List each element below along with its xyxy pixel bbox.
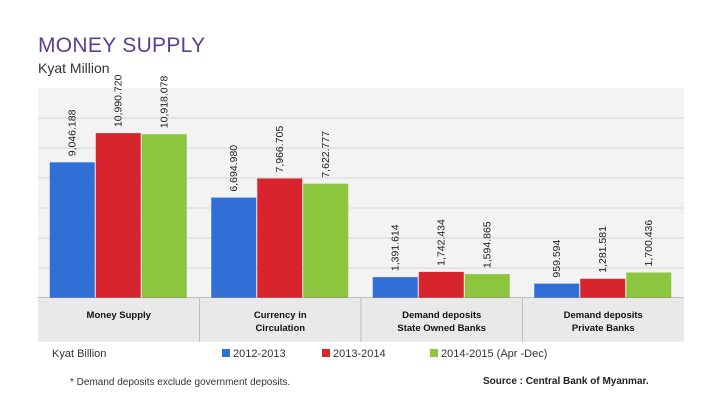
legend-swatch <box>222 349 230 357</box>
data-label: 1,700.436 <box>643 220 655 267</box>
bar <box>464 274 510 298</box>
bar <box>49 162 95 298</box>
legend-swatch <box>430 349 438 357</box>
value-labels: 9,046.188 10,990.720 10,918.078 6,694.980 7,… <box>67 74 656 277</box>
footnote: * Demand deposits exclude government dep… <box>70 377 291 388</box>
legend-label: 2012-2013 <box>233 348 286 360</box>
category-label: Circulation <box>255 323 305 334</box>
data-label: 1,281.581 <box>597 226 609 273</box>
data-label: 10,918.078 <box>159 76 171 129</box>
data-label: 6,694.980 <box>228 145 240 192</box>
bar <box>257 178 303 298</box>
y-axis-label: Kyat Billion <box>52 348 106 360</box>
data-label: 10,990.720 <box>113 74 125 127</box>
chart-title: MONEY SUPPLY <box>38 34 206 57</box>
legend: 2012-2013 2013-2014 2014-2015 (Apr -Dec) <box>222 348 547 360</box>
category-label: Demand deposits <box>564 310 643 321</box>
legend-swatch <box>322 349 330 357</box>
bar <box>534 283 580 298</box>
data-label: 9,046.188 <box>67 109 79 156</box>
data-label: 7,622.777 <box>320 131 332 178</box>
bar <box>141 134 187 298</box>
data-label: 1,391.614 <box>390 224 402 271</box>
bar <box>95 133 141 298</box>
chart-subtitle: Kyat Million <box>38 60 110 76</box>
data-label: 1,742.434 <box>436 219 448 266</box>
bar <box>418 271 464 298</box>
legend-label: 2013-2014 <box>333 348 386 360</box>
bar <box>580 278 626 298</box>
bar <box>626 272 672 298</box>
bar <box>211 197 257 298</box>
source-note: Source : Central Bank of Myanmar. <box>483 376 649 387</box>
data-label: 959.594 <box>551 239 563 277</box>
category-label: Currency in <box>254 310 307 321</box>
data-label: 7,966.705 <box>274 126 286 173</box>
data-label: 1,594.865 <box>482 221 494 268</box>
category-label: Money Supply <box>87 310 152 321</box>
bar <box>372 277 418 298</box>
bars <box>49 133 672 298</box>
category-label: State Owned Banks <box>397 323 486 334</box>
category-labels: Money Supply Currency in Circulation Demand… <box>87 298 643 342</box>
bar <box>303 183 349 298</box>
category-label: Demand deposits <box>402 310 481 321</box>
category-label: Private Banks <box>572 323 635 334</box>
legend-label: 2014-2015 (Apr -Dec) <box>441 348 547 360</box>
